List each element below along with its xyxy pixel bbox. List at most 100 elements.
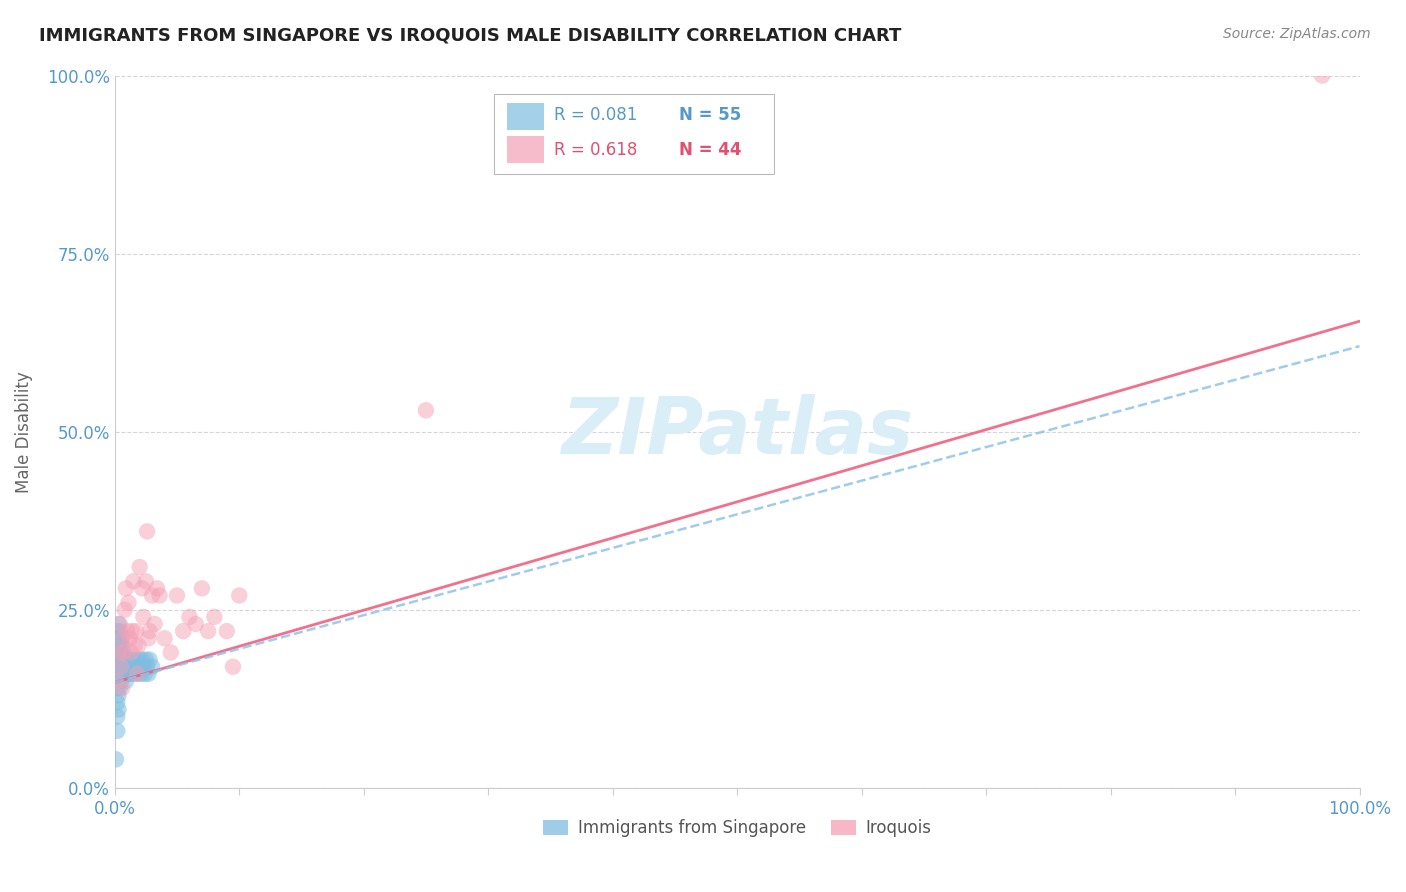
Point [115,673,138,688]
Point [131,582,153,596]
Point [107,659,129,673]
Point [105,652,128,666]
Point [1310,69,1333,83]
Point [105,624,128,639]
Point [127,666,149,681]
Point [179,610,201,624]
Point [132,610,155,624]
Point [104,752,127,766]
Point [107,688,129,702]
Point [117,596,139,610]
Point [122,574,145,589]
Point [107,617,129,632]
Point [131,652,153,666]
Point [105,681,128,695]
Point [108,652,131,666]
Point [108,666,131,681]
Point [135,574,157,589]
Point [105,723,128,738]
Point [122,666,145,681]
Point [110,645,132,659]
Point [132,659,155,673]
Point [111,639,134,653]
Point [114,652,136,666]
Point [138,632,160,646]
Point [108,639,131,653]
Point [129,666,152,681]
Point [111,652,134,666]
Point [138,652,160,666]
Y-axis label: Male Disability: Male Disability [15,371,32,492]
Point [105,666,128,681]
Point [110,673,132,688]
Point [124,652,146,666]
Point [110,659,132,673]
Point [111,681,134,695]
Point [146,582,169,596]
Point [115,652,138,666]
Point [114,603,136,617]
Point [115,582,138,596]
Point [136,524,159,539]
Bar [506,103,544,129]
Point [128,560,150,574]
Point [128,659,150,673]
Point [107,645,129,659]
Text: ZIPatlas: ZIPatlas [561,393,914,470]
Text: R = 0.618: R = 0.618 [554,141,637,159]
Point [141,659,163,673]
Point [215,624,238,639]
Point [136,659,159,673]
Point [184,617,207,632]
Point [115,659,138,673]
Point [105,673,128,688]
Point [138,666,160,681]
Point [110,659,132,673]
Point [134,666,156,681]
Point [105,709,128,723]
Point [138,624,160,639]
Point [127,666,149,681]
Text: R = 0.081: R = 0.081 [554,106,637,124]
Point [153,632,176,646]
Point [135,652,157,666]
Point [159,645,181,659]
Point [118,632,141,646]
Point [120,645,142,659]
Point [120,652,142,666]
Point [111,666,134,681]
Text: N = 55: N = 55 [679,106,741,124]
Point [166,589,188,603]
Point [115,624,138,639]
Point [415,403,437,417]
Point [172,624,194,639]
Point [124,639,146,653]
Text: IMMIGRANTS FROM SINGAPORE VS IROQUOIS MALE DISABILITY CORRELATION CHART: IMMIGRANTS FROM SINGAPORE VS IROQUOIS MA… [39,27,901,45]
Point [107,702,129,716]
Point [115,666,138,681]
Text: Source: ZipAtlas.com: Source: ZipAtlas.com [1223,27,1371,41]
Point [121,624,143,639]
Point [114,666,136,681]
Point [112,645,135,659]
Point [108,624,131,639]
Point [143,617,166,632]
Point [148,589,170,603]
Point [222,659,245,673]
Point [125,659,148,673]
Bar [506,136,544,163]
Point [108,617,131,632]
Point [107,673,129,688]
Point [202,610,225,624]
Point [108,681,131,695]
Point [105,639,128,653]
Text: N = 44: N = 44 [679,141,741,159]
Point [112,645,135,659]
Point [107,632,129,646]
Point [197,624,219,639]
Legend: Immigrants from Singapore, Iroquois: Immigrants from Singapore, Iroquois [536,813,938,844]
Point [107,645,129,659]
Point [141,589,163,603]
Point [121,659,143,673]
Point [111,632,134,646]
